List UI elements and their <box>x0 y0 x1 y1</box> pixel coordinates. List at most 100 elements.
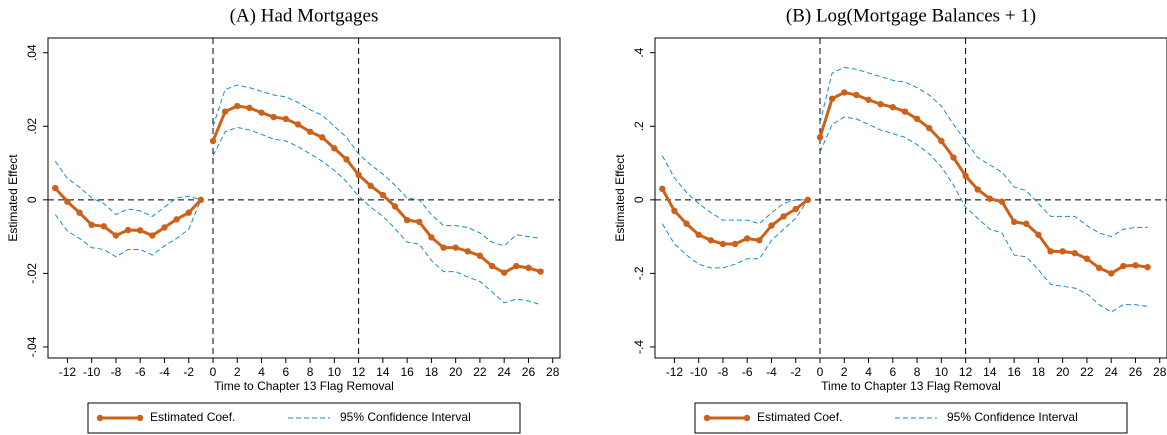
x-tick-label: 2 <box>234 365 241 379</box>
x-tick-label: -4 <box>766 365 777 379</box>
coef-marker <box>1071 249 1078 257</box>
coef-marker <box>659 185 666 193</box>
x-tick-label: -10 <box>690 365 708 379</box>
coef-marker <box>1059 248 1066 255</box>
coef-marker <box>1023 220 1030 227</box>
x-tick-label: 24 <box>1105 365 1119 379</box>
coef-marker <box>950 154 957 161</box>
ci-lower <box>819 116 1148 313</box>
x-tick-label: 8 <box>914 365 921 379</box>
coef-marker <box>695 231 702 238</box>
coef-marker <box>355 171 362 179</box>
x-tick-label: -12 <box>59 365 77 379</box>
coef-marker <box>768 222 775 229</box>
x-tick-label: -12 <box>666 365 684 379</box>
coef-marker <box>500 269 508 276</box>
coef-marker <box>719 240 727 248</box>
coef-marker <box>246 104 253 112</box>
coef-marker <box>52 184 59 192</box>
chart-title: (A) Had Mortgages <box>230 5 379 26</box>
x-tick-label: 20 <box>1056 365 1070 379</box>
ci-upper <box>212 84 541 247</box>
coef-marker <box>258 109 265 116</box>
x-tick-label: -8 <box>111 365 122 379</box>
y-tick-label: .2 <box>632 121 646 131</box>
coef-marker <box>744 235 751 242</box>
x-axis-label: Time to Chapter 13 Flag Removal <box>214 379 394 393</box>
coef-marker <box>488 262 496 270</box>
x-tick-label: 6 <box>889 365 896 379</box>
coef-marker <box>306 128 314 135</box>
legend-label: Estimated Coef. <box>150 410 235 424</box>
legend-swatch-marker <box>136 414 144 422</box>
legend-swatch-marker <box>703 414 711 422</box>
coef-marker <box>112 232 120 239</box>
coef-marker <box>1120 262 1127 270</box>
y-tick-label: 0 <box>632 196 646 203</box>
x-tick-label: 28 <box>546 365 560 379</box>
coef-marker <box>331 145 338 152</box>
coef-marker <box>137 227 144 234</box>
coef-marker <box>1144 263 1151 271</box>
coef-marker <box>986 195 994 202</box>
y-tick-label: -.4 <box>632 340 646 354</box>
coef-marker <box>403 216 411 224</box>
plot-frame <box>654 37 1167 359</box>
x-tick-label: 2 <box>841 365 848 379</box>
chart-title: (B) Log(Mortgage Balances + 1) <box>786 5 1036 26</box>
x-tick-label: 4 <box>258 365 265 379</box>
coef-marker <box>877 101 884 108</box>
x-axis-label: Time to Chapter 13 Flag Removal <box>821 379 1001 393</box>
y-tick-label: .4 <box>632 47 646 57</box>
coef-marker <box>476 252 484 259</box>
x-tick-label: -6 <box>742 365 753 379</box>
coef-marker <box>464 248 471 255</box>
x-tick-label: 28 <box>1153 365 1167 379</box>
y-tick-label: -.02 <box>25 263 39 284</box>
coef-marker <box>938 137 945 145</box>
coef-marker <box>209 137 217 145</box>
coef-marker <box>731 240 739 248</box>
x-tick-label: 10 <box>328 365 342 379</box>
x-tick-label: 12 <box>959 365 973 379</box>
y-tick-label: 0 <box>25 196 39 203</box>
coef-marker <box>974 186 981 193</box>
coef-line <box>818 90 1148 276</box>
coef-marker <box>452 244 459 251</box>
coef-marker <box>161 224 168 231</box>
x-tick-label: 6 <box>282 365 289 379</box>
coef-marker <box>343 156 350 163</box>
coef-marker <box>780 213 787 220</box>
x-tick-label: -10 <box>83 365 101 379</box>
coef-marker <box>998 198 1006 205</box>
coef-marker <box>149 232 156 239</box>
coef-marker <box>901 108 909 115</box>
coef-marker <box>270 113 277 121</box>
x-tick-label: 4 <box>865 365 872 379</box>
x-tick-label: 20 <box>449 365 463 379</box>
x-tick-label: 22 <box>1080 365 1094 379</box>
coef-marker <box>1010 218 1018 226</box>
coef-marker <box>913 115 921 123</box>
coef-marker <box>865 96 872 103</box>
coef-marker <box>282 115 290 123</box>
x-tick-label: -2 <box>183 365 194 379</box>
ci-lower <box>54 199 202 258</box>
coef-marker <box>88 221 95 229</box>
coef-marker <box>513 262 520 270</box>
coef-marker <box>185 209 192 216</box>
coef-marker <box>889 103 897 111</box>
coef-marker <box>234 102 241 110</box>
x-tick-label: 14 <box>376 365 390 379</box>
coef-marker <box>367 182 374 190</box>
x-tick-label: 16 <box>1007 365 1021 379</box>
coef-line <box>211 104 542 275</box>
x-tick-label: -6 <box>135 365 146 379</box>
y-tick-label: .02 <box>25 118 39 135</box>
y-tick-label: .04 <box>25 44 39 61</box>
coef-marker <box>671 207 678 215</box>
plot-frame <box>47 37 561 359</box>
legend-label: Estimated Coef. <box>757 410 842 424</box>
coef-marker <box>1035 231 1042 238</box>
